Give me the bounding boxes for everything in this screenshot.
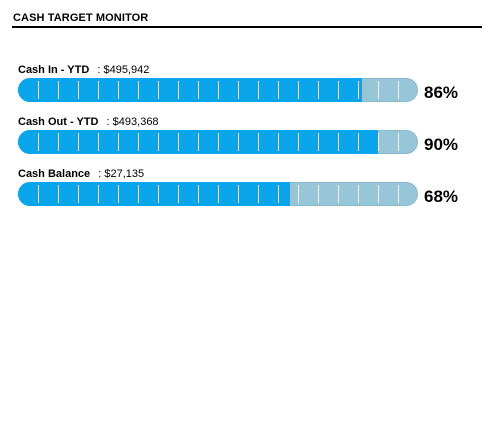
bar-segment-divider — [178, 133, 179, 151]
bar-segment-divider — [338, 185, 339, 203]
bar-segment-divider — [318, 185, 319, 203]
bar-segment-divider — [218, 81, 219, 99]
bar-segment-divider — [118, 185, 119, 203]
bar-segment-divider — [178, 81, 179, 99]
bar-segment-divider — [138, 185, 139, 203]
bar-segment-divider — [338, 133, 339, 151]
bar-segment-divider — [58, 133, 59, 151]
metric-value: $27,135 — [104, 168, 145, 180]
bar-segment-divider — [98, 81, 99, 99]
bar-segment-divider — [38, 133, 39, 151]
metric-value: $493,368 — [112, 116, 159, 128]
progress-fill — [18, 182, 290, 206]
metric-cash-balance: Cash Balance : $27,135 68% — [18, 168, 478, 208]
bar-segment-divider — [218, 133, 219, 151]
metric-name: Cash In - YTD — [18, 64, 90, 76]
bar-segment-divider — [98, 133, 99, 151]
metric-label: Cash Balance : $27,135 — [18, 168, 144, 182]
bar-segment-divider — [278, 185, 279, 203]
bar-segment-divider — [238, 81, 239, 99]
bar-segment-divider — [278, 133, 279, 151]
bar-segment-divider — [298, 185, 299, 203]
metric-name: Cash Out - YTD — [18, 116, 99, 128]
bar-segment-divider — [158, 133, 159, 151]
bar-segment-divider — [58, 185, 59, 203]
bar-segment-divider — [278, 81, 279, 99]
percent-label: 68% — [424, 187, 459, 206]
bar-segment-divider — [398, 133, 399, 151]
metric-cash-in: Cash In - YTD : $495,942 86% — [18, 64, 478, 104]
bar-segment-divider — [318, 133, 319, 151]
metric-value: $495,942 — [103, 64, 150, 76]
metric-separator: : — [98, 168, 102, 180]
bar-segment-divider — [138, 81, 139, 99]
bar-segment-divider — [198, 81, 199, 99]
progress-bar — [18, 78, 418, 102]
bar-segment-divider — [298, 133, 299, 151]
bar-segment-divider — [378, 185, 379, 203]
metric-label: Cash Out - YTD : $493,368 — [18, 116, 159, 130]
metric-separator: : — [106, 116, 110, 128]
bar-segment-divider — [398, 185, 399, 203]
bar-segment-divider — [258, 185, 259, 203]
bar-segment-divider — [238, 185, 239, 203]
bar-segment-divider — [158, 185, 159, 203]
bar-segment-divider — [118, 81, 119, 99]
bar-segment-divider — [118, 133, 119, 151]
metric-cash-out: Cash Out - YTD : $493,368 90% — [18, 116, 478, 156]
percent-label: 90% — [424, 135, 459, 154]
bar-segment-divider — [258, 81, 259, 99]
bar-segment-divider — [378, 133, 379, 151]
bar-segment-divider — [338, 81, 339, 99]
metric-separator: : — [97, 64, 101, 76]
page-header: CASH TARGET MONITOR — [12, 10, 482, 28]
metric-label: Cash In - YTD : $495,942 — [18, 64, 149, 78]
progress-bar — [18, 130, 418, 154]
bar-segment-divider — [58, 81, 59, 99]
metric-name: Cash Balance — [18, 168, 91, 180]
bar-segment-divider — [238, 133, 239, 151]
bar-segment-divider — [258, 133, 259, 151]
progress-bar — [18, 182, 418, 206]
bar-segment-divider — [38, 81, 39, 99]
bar-segment-divider — [78, 81, 79, 99]
bar-segment-divider — [198, 133, 199, 151]
bar-segment-divider — [178, 185, 179, 203]
percent-label: 86% — [424, 83, 459, 102]
bar-segment-divider — [138, 133, 139, 151]
bar-segment-divider — [298, 81, 299, 99]
bar-segment-divider — [78, 185, 79, 203]
bar-segment-divider — [78, 133, 79, 151]
bar-segment-divider — [358, 133, 359, 151]
bar-segment-divider — [198, 185, 199, 203]
bar-segment-divider — [378, 81, 379, 99]
page-title: CASH TARGET MONITOR — [13, 12, 149, 24]
bar-segment-divider — [318, 81, 319, 99]
bar-segment-divider — [358, 81, 359, 99]
bar-segment-divider — [158, 81, 159, 99]
bar-segment-divider — [358, 185, 359, 203]
bar-segment-divider — [218, 185, 219, 203]
progress-fill — [18, 78, 362, 102]
bar-segment-divider — [398, 81, 399, 99]
bar-segment-divider — [38, 185, 39, 203]
bar-segment-divider — [98, 185, 99, 203]
